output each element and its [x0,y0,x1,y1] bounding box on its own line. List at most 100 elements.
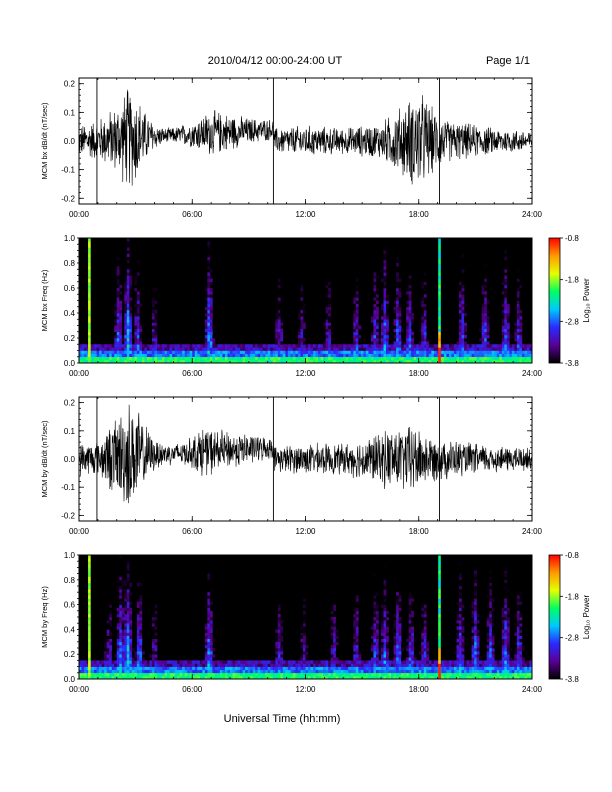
spectrogram-cell [355,328,359,333]
spectrogram-cell [461,284,465,289]
spectrogram-cell [86,359,90,363]
spectrogram-cell [157,663,160,667]
spectrogram-cell [84,353,87,358]
spectrogram-cell [476,666,480,670]
spectrogram-cell [265,356,269,361]
spectrogram-cell [212,341,216,345]
spectrogram-cell [136,613,140,618]
spectrogram-cell [370,356,374,361]
spectrogram-cell [358,651,362,655]
spectrogram-cell [491,672,495,677]
spectrogram-cell [126,238,130,242]
spectrogram-cell [396,675,399,679]
spectrogram-cell [383,613,387,618]
spectrogram-cell [381,648,384,652]
spectrogram-cell [328,325,331,329]
spectrogram-cell [116,300,120,304]
spectrogram-cell [99,669,102,674]
spectrogram-cell [441,344,445,348]
spectrogram-cell [330,648,334,652]
spectrogram-cell [338,347,342,351]
spectrogram-cell [403,660,407,664]
spectrogram-cell [124,632,128,636]
spectrogram-cell [514,347,518,351]
spectrogram-cell [287,359,291,363]
spectrogram-cell [459,669,462,674]
spectrogram-cell [426,350,430,354]
spectrogram-cell [461,663,465,667]
spectrogram-cell [373,638,377,643]
spectrogram-cell [499,675,503,679]
spectrogram-cell [393,669,397,674]
spectrogram-cell [355,300,359,304]
spectrogram-cell [134,341,138,345]
spectrogram-cell [262,344,266,348]
spectrogram-cell [456,359,460,363]
spectrogram-cell [302,325,306,329]
spectrogram-cell [136,654,140,658]
spectrogram-cell [456,353,460,358]
spectrogram-cell [426,657,430,661]
spike-cell [88,582,91,587]
spectrogram-cell [406,638,409,643]
spectrogram-cell [320,350,324,354]
spectrogram-cell [285,350,289,354]
spectrogram-cell [421,666,425,670]
spectrogram-cell [476,356,480,361]
spectrogram-cell [348,669,352,674]
spectrogram-cell [411,675,415,679]
spectrogram-cell [151,598,155,602]
spectrogram-cell [345,344,349,348]
spectrogram-cell [466,675,470,679]
spectrogram-cell [172,669,175,674]
spectrogram-cell [129,672,133,677]
spectrogram-cell [333,663,336,667]
spectrogram-cell [411,353,415,358]
spectrogram-cell [335,663,339,667]
spectrogram-cell [121,629,125,633]
spectrogram-cell [373,620,377,624]
spectrogram-cell [136,651,140,655]
spectrogram-cell [280,638,284,643]
spectrogram-cell [277,644,281,649]
spectrogram-cell [320,347,324,351]
spectrogram-cell [408,309,412,314]
spectrogram-cell [471,359,475,363]
spectrogram-cell [290,663,294,667]
spectrogram-cell [275,328,279,333]
spectrogram-cell [302,644,306,649]
spectrogram-cell [393,328,397,333]
spectrogram-cell [519,663,523,667]
spectrogram-cell [504,623,508,627]
spectrogram-cell [277,309,281,314]
spectrogram-cell [126,316,130,320]
spectrogram-cell [106,589,110,593]
spectrogram-cell [448,359,452,363]
spectrogram-cell [277,294,281,298]
spectrogram-cell [126,638,130,643]
spectrogram-cell [504,570,508,574]
spectrogram-cell [423,313,427,317]
spike-cell [438,623,441,627]
spectrogram-cell [484,359,487,363]
spectrogram-cell [388,344,392,348]
spectrogram-cell [167,356,170,361]
spectrogram-cell [101,344,105,348]
spectrogram-cell [396,629,399,633]
spectrogram-cell [355,638,359,643]
spectrogram-cell [320,675,324,679]
spectrogram-cell [149,666,153,670]
spectrogram-cell [461,669,465,674]
spectrogram-cell [119,263,123,267]
spectrogram-cell [521,675,525,679]
spectrogram-cell [106,648,110,652]
spectrogram-cell [207,675,211,679]
spike-cell [88,669,91,674]
spectrogram-cell [348,359,352,363]
spectrogram-cell [456,669,460,674]
spectrogram-cell [134,294,138,298]
spectrogram-cell [134,672,138,677]
spectrogram-cell [433,672,437,677]
spike-cell [88,253,91,258]
spectrogram-cell [504,654,508,658]
